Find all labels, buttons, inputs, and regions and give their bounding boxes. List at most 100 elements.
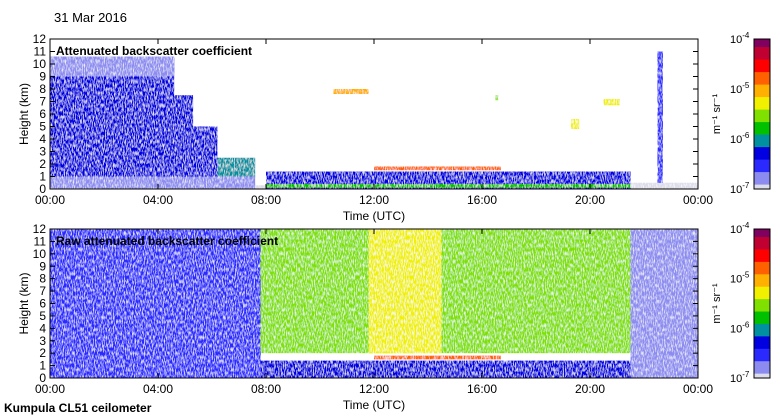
colorbar-tick-label: 10-7 — [730, 181, 750, 196]
colorbar-swatch — [754, 268, 770, 272]
colorbar-swatch — [754, 111, 770, 115]
colorbar-swatch — [754, 330, 770, 334]
colorbar-swatch — [754, 61, 770, 65]
heatmap-region — [144, 229, 261, 378]
colorbar-swatch — [754, 338, 770, 342]
colorbar-swatch — [754, 256, 770, 260]
colorbar-swatch — [754, 119, 770, 123]
y-tick-label: 0 — [39, 182, 46, 196]
panel-1: 00:00 04:00 08:00 12:00 16:00 20:00 00:0001234… — [17, 31, 771, 223]
colorbar-swatch — [754, 84, 770, 88]
colorbar-swatch — [754, 303, 770, 307]
colorbar-swatch — [754, 281, 770, 285]
colorbar-swatch — [754, 74, 770, 78]
colorbar-swatch — [754, 166, 770, 170]
heatmap-region — [260, 360, 631, 378]
colorbar-swatch — [754, 171, 770, 175]
colorbar-swatch — [754, 293, 770, 297]
heatmap-region — [374, 166, 501, 171]
colorbar-swatch — [754, 246, 770, 250]
colorbar-swatch — [754, 345, 770, 349]
colorbar: 10-4 10-5 10-6 10-7 m⁻¹ sr⁻¹ — [711, 31, 771, 196]
y-tick-label: 5 — [39, 120, 46, 134]
colorbar-swatch — [754, 181, 770, 185]
colorbar-swatch — [754, 179, 770, 183]
colorbar-swatch — [754, 320, 770, 324]
x-tick-label: 00:00 — [35, 193, 65, 207]
colorbar-swatch — [754, 251, 770, 255]
colorbar-swatch — [754, 236, 770, 240]
colorbar-swatch — [754, 169, 770, 173]
colorbar-swatch — [754, 258, 770, 262]
heatmap-region — [630, 229, 698, 378]
colorbar-swatch — [754, 81, 770, 85]
colorbar-swatch — [754, 174, 770, 178]
colorbar-tick-label: 10-6 — [730, 131, 750, 146]
heatmap-region — [495, 95, 499, 101]
heatmap-region — [603, 99, 620, 106]
heatmap-region — [50, 176, 256, 189]
colorbar-swatch — [754, 176, 770, 180]
x-tick-label: 00:00 — [683, 382, 713, 396]
colorbar-swatch — [754, 149, 770, 153]
colorbar-swatch — [754, 79, 770, 83]
colorbar-swatch — [754, 305, 770, 310]
colorbar-swatch — [754, 273, 770, 277]
y-axis-label: Height (km) — [17, 272, 31, 334]
colorbar-swatch — [754, 370, 770, 374]
colorbar-swatch — [754, 243, 770, 247]
colorbar-swatch — [754, 116, 770, 120]
colorbar-swatch — [754, 129, 770, 133]
colorbar-swatch — [754, 101, 770, 105]
colorbar-frame — [753, 228, 771, 379]
colorbar-swatch — [754, 353, 770, 357]
date-label: 31 Mar 2016 — [54, 10, 127, 25]
colorbar-swatch — [754, 159, 770, 163]
panel-title: Raw attenuated backscatter coefficient — [56, 234, 278, 248]
colorbar-swatch — [754, 39, 770, 43]
y-tick-label: 7 — [39, 284, 46, 298]
y-tick-label: 9 — [39, 259, 46, 273]
colorbar-swatch — [754, 121, 770, 125]
colorbar-swatch — [754, 136, 770, 140]
colorbar-swatch — [754, 56, 770, 60]
y-tick-label: 4 — [39, 321, 46, 335]
colorbar-swatch — [754, 41, 770, 45]
colorbar-swatch — [754, 229, 770, 233]
y-tick-label: 4 — [39, 132, 46, 146]
colorbar-tick-label: 10-5 — [730, 271, 750, 286]
colorbar-swatch — [754, 99, 770, 103]
y-tick-label: 6 — [39, 107, 46, 121]
colorbar-swatch — [754, 288, 770, 292]
x-axis-label: Time (UTC) — [343, 398, 405, 412]
colorbar-swatch — [754, 126, 770, 130]
heatmap-region — [630, 182, 698, 189]
y-tick-label: 7 — [39, 95, 46, 109]
colorbar-swatch — [754, 286, 770, 290]
colorbar: 10-4 10-5 10-6 10-7 m⁻¹ sr⁻¹ — [711, 221, 771, 385]
colorbar-swatch — [754, 109, 770, 113]
colorbar-swatch — [754, 276, 770, 280]
colorbar-swatch — [754, 313, 770, 317]
colorbar-swatch — [754, 124, 770, 128]
colorbar-swatch — [754, 266, 770, 270]
colorbar-swatch — [754, 301, 770, 305]
heatmap-region — [333, 89, 369, 94]
y-tick-label: 2 — [39, 346, 46, 360]
y-tick-label: 2 — [39, 157, 46, 171]
colorbar-swatch — [754, 104, 770, 108]
colorbar-swatch — [754, 233, 770, 238]
panel-title: Attenuated backscatter coefficient — [56, 44, 252, 58]
x-tick-label: 16:00 — [467, 193, 497, 207]
y-tick-label: 11 — [34, 45, 47, 59]
instrument-label: Kumpula CL51 ceilometer — [4, 401, 152, 415]
colorbar-swatch — [754, 161, 770, 165]
colorbar-unit-label: m⁻¹ sr⁻¹ — [711, 94, 723, 135]
colorbar-swatch — [754, 154, 770, 158]
y-tick-label: 12 — [33, 222, 47, 236]
colorbar-swatch — [754, 310, 770, 315]
heatmap — [50, 39, 698, 189]
colorbar-swatch — [754, 315, 770, 319]
colorbar-swatch — [754, 66, 770, 70]
